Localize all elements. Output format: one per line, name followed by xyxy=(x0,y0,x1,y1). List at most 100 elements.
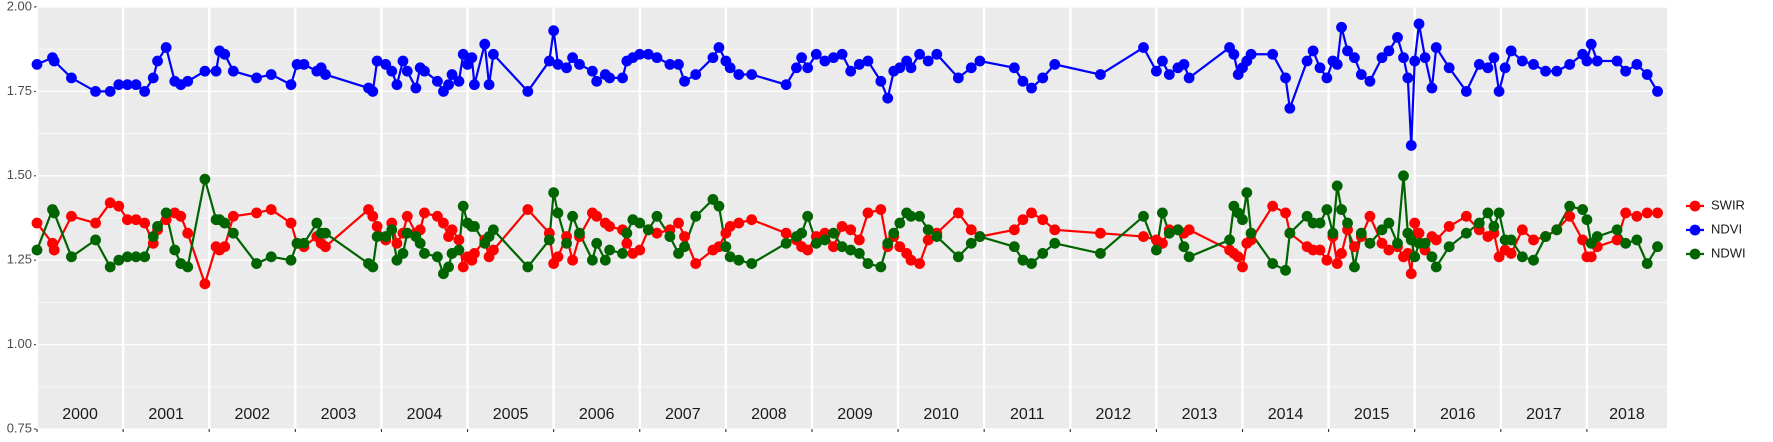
year-label: 2012 xyxy=(1096,406,1132,423)
data-point xyxy=(862,258,874,269)
data-point xyxy=(446,69,458,80)
data-point xyxy=(1008,224,1020,236)
data-point xyxy=(1307,45,1319,57)
data-point xyxy=(965,62,977,74)
data-point xyxy=(1473,58,1485,70)
data-point xyxy=(1430,42,1442,53)
data-point xyxy=(1342,217,1353,229)
data-point xyxy=(1026,82,1037,94)
data-point xyxy=(561,237,572,249)
data-point xyxy=(1178,241,1190,253)
data-point xyxy=(1331,58,1343,70)
year-label: 2004 xyxy=(407,406,443,423)
data-point xyxy=(1443,221,1455,232)
data-point xyxy=(311,217,323,229)
data-point xyxy=(1564,200,1576,212)
year-label: 2005 xyxy=(493,406,529,423)
data-point xyxy=(664,58,676,70)
data-point xyxy=(651,210,663,222)
data-point xyxy=(707,52,719,64)
data-point xyxy=(1095,227,1106,239)
data-point xyxy=(548,25,560,37)
data-point xyxy=(1611,234,1623,246)
data-point xyxy=(1280,207,1291,219)
data-point xyxy=(320,241,331,253)
data-point xyxy=(1392,31,1403,43)
data-point xyxy=(391,237,403,249)
data-point xyxy=(66,251,77,263)
data-point xyxy=(1398,170,1409,182)
data-point xyxy=(733,69,745,80)
data-point xyxy=(802,62,814,74)
data-point xyxy=(819,55,831,67)
data-point xyxy=(780,237,792,249)
data-point xyxy=(386,65,398,77)
data-point xyxy=(875,204,887,215)
data-point xyxy=(1232,251,1244,263)
data-point xyxy=(574,58,585,70)
data-point xyxy=(265,69,277,80)
data-point xyxy=(1493,207,1505,219)
data-point xyxy=(104,86,116,97)
legend-key-point xyxy=(1689,200,1701,212)
legend-label: NDVI xyxy=(1711,221,1742,236)
data-point xyxy=(922,55,934,67)
data-point xyxy=(1095,248,1106,259)
data-point xyxy=(1321,254,1333,266)
data-point xyxy=(1620,237,1632,249)
data-point xyxy=(621,227,633,239)
data-point xyxy=(1364,237,1376,249)
data-point xyxy=(690,69,702,80)
data-point xyxy=(219,48,231,60)
year-label: 2010 xyxy=(923,406,959,423)
data-point xyxy=(397,248,409,259)
data-point xyxy=(487,244,499,256)
data-point xyxy=(1409,55,1421,67)
data-point xyxy=(90,234,101,246)
data-point xyxy=(802,244,814,256)
year-label: 2018 xyxy=(1609,406,1645,423)
data-point xyxy=(1150,65,1162,77)
data-point xyxy=(1488,221,1500,232)
data-point xyxy=(1241,187,1253,199)
data-point xyxy=(634,244,646,256)
data-point xyxy=(894,62,906,74)
data-point xyxy=(1409,217,1421,229)
year-label: 2002 xyxy=(234,406,270,423)
data-point xyxy=(1376,52,1388,64)
data-point xyxy=(1349,52,1360,64)
data-point xyxy=(746,214,758,226)
y-tick-label: 0.75 xyxy=(7,420,32,435)
data-point xyxy=(1585,38,1597,50)
data-point xyxy=(1620,207,1632,219)
data-point xyxy=(604,72,616,84)
data-point xyxy=(1460,210,1472,222)
data-point xyxy=(1419,237,1431,249)
data-point xyxy=(367,86,379,97)
data-point xyxy=(853,248,865,259)
data-point xyxy=(875,261,887,273)
data-point xyxy=(139,86,151,97)
data-point xyxy=(251,72,262,84)
data-point xyxy=(1037,248,1049,259)
data-point xyxy=(724,251,736,263)
data-point xyxy=(199,278,211,290)
data-point xyxy=(113,200,125,212)
data-point xyxy=(586,254,598,266)
data-point xyxy=(48,55,60,67)
data-point xyxy=(401,65,413,77)
data-point xyxy=(952,72,964,84)
data-point xyxy=(1314,217,1326,229)
data-point xyxy=(679,241,690,253)
data-point xyxy=(791,62,802,74)
data-point xyxy=(182,75,194,87)
data-point xyxy=(1049,237,1061,249)
data-point xyxy=(922,224,934,236)
data-point xyxy=(227,210,239,222)
data-point xyxy=(591,237,603,249)
year-label: 2016 xyxy=(1440,406,1476,423)
data-point xyxy=(561,62,572,74)
data-point xyxy=(882,237,894,249)
data-point xyxy=(182,261,194,273)
